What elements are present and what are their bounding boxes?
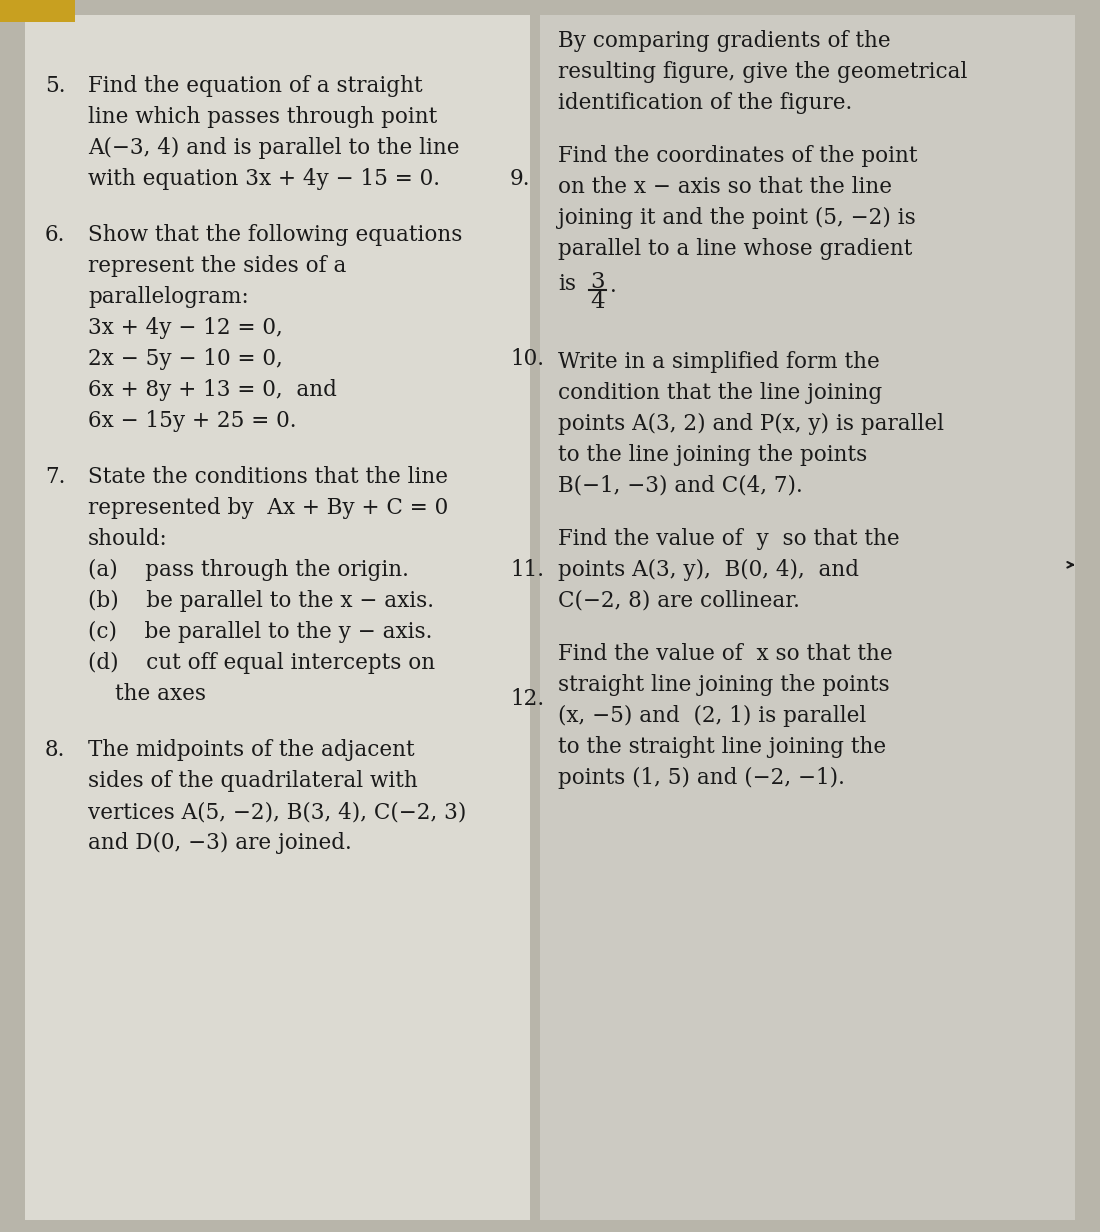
Text: 7.: 7. bbox=[45, 466, 65, 488]
Text: (a)    pass through the origin.: (a) pass through the origin. bbox=[88, 559, 409, 582]
Text: line which passes through point: line which passes through point bbox=[88, 106, 438, 128]
Text: 2x − 5y − 10 = 0,: 2x − 5y − 10 = 0, bbox=[88, 347, 283, 370]
Text: 6x + 8y + 13 = 0,  and: 6x + 8y + 13 = 0, and bbox=[88, 379, 337, 400]
Text: Find the equation of a straight: Find the equation of a straight bbox=[88, 75, 422, 97]
Text: 12.: 12. bbox=[510, 687, 544, 710]
Text: State the conditions that the line: State the conditions that the line bbox=[88, 466, 448, 488]
Text: points A(3, 2) and P(x, y) is parallel: points A(3, 2) and P(x, y) is parallel bbox=[558, 413, 944, 435]
Text: parallel to a line whose gradient: parallel to a line whose gradient bbox=[558, 238, 912, 260]
Text: on the x − axis so that the line: on the x − axis so that the line bbox=[558, 176, 892, 198]
Text: with equation 3x + 4y − 15 = 0.: with equation 3x + 4y − 15 = 0. bbox=[88, 168, 440, 190]
Text: Find the coordinates of the point: Find the coordinates of the point bbox=[558, 145, 917, 168]
Text: By comparing gradients of the: By comparing gradients of the bbox=[558, 30, 891, 52]
Polygon shape bbox=[0, 0, 75, 22]
Text: to the line joining the points: to the line joining the points bbox=[558, 444, 867, 466]
Text: 4: 4 bbox=[590, 291, 605, 313]
Text: represented by  Ax + By + C = 0: represented by Ax + By + C = 0 bbox=[88, 496, 449, 519]
Text: should:: should: bbox=[88, 529, 167, 549]
Text: the axes: the axes bbox=[116, 683, 206, 705]
Text: 5.: 5. bbox=[45, 75, 66, 97]
Text: (c)    be parallel to the y − axis.: (c) be parallel to the y − axis. bbox=[88, 621, 432, 643]
Text: sides of the quadrilateral with: sides of the quadrilateral with bbox=[88, 770, 418, 792]
Text: points A(3, y),  B(0, 4),  and: points A(3, y), B(0, 4), and bbox=[558, 559, 859, 582]
Text: 10.: 10. bbox=[510, 347, 544, 370]
Text: Show that the following equations: Show that the following equations bbox=[88, 224, 462, 246]
Polygon shape bbox=[540, 15, 1075, 1220]
Text: to the straight line joining the: to the straight line joining the bbox=[558, 736, 887, 758]
Text: 3x + 4y − 12 = 0,: 3x + 4y − 12 = 0, bbox=[88, 317, 283, 339]
Text: B(−1, −3) and C(4, 7).: B(−1, −3) and C(4, 7). bbox=[558, 474, 803, 496]
Text: (b)    be parallel to the x − axis.: (b) be parallel to the x − axis. bbox=[88, 590, 434, 612]
Text: 3: 3 bbox=[590, 271, 605, 293]
Text: .: . bbox=[610, 275, 617, 297]
Text: Write in a simplified form the: Write in a simplified form the bbox=[558, 351, 880, 373]
Text: points (1, 5) and (−2, −1).: points (1, 5) and (−2, −1). bbox=[558, 766, 845, 788]
Polygon shape bbox=[25, 15, 530, 1220]
Text: and D(0, −3) are joined.: and D(0, −3) are joined. bbox=[88, 832, 352, 854]
Text: C(−2, 8) are collinear.: C(−2, 8) are collinear. bbox=[558, 590, 800, 612]
Text: parallelogram:: parallelogram: bbox=[88, 286, 249, 308]
Text: joining it and the point (5, −2) is: joining it and the point (5, −2) is bbox=[558, 207, 915, 229]
Text: The midpoints of the adjacent: The midpoints of the adjacent bbox=[88, 739, 415, 761]
Text: (d)    cut off equal intercepts on: (d) cut off equal intercepts on bbox=[88, 652, 436, 674]
Text: 9.: 9. bbox=[510, 168, 530, 190]
Text: 11.: 11. bbox=[510, 559, 544, 582]
Text: straight line joining the points: straight line joining the points bbox=[558, 674, 890, 696]
Text: vertices A(5, −2), B(3, 4), C(−2, 3): vertices A(5, −2), B(3, 4), C(−2, 3) bbox=[88, 801, 466, 823]
Text: represent the sides of a: represent the sides of a bbox=[88, 255, 346, 277]
Text: A(−3, 4) and is parallel to the line: A(−3, 4) and is parallel to the line bbox=[88, 137, 460, 159]
Text: identification of the figure.: identification of the figure. bbox=[558, 92, 852, 115]
Text: resulting figure, give the geometrical: resulting figure, give the geometrical bbox=[558, 62, 967, 83]
Text: (x, −5) and  (2, 1) is parallel: (x, −5) and (2, 1) is parallel bbox=[558, 705, 867, 727]
Text: is: is bbox=[558, 274, 576, 294]
Text: Find the value of  x so that the: Find the value of x so that the bbox=[558, 643, 892, 665]
Text: condition that the line joining: condition that the line joining bbox=[558, 382, 882, 404]
Text: Find the value of  y  so that the: Find the value of y so that the bbox=[558, 527, 900, 549]
Text: 6x − 15y + 25 = 0.: 6x − 15y + 25 = 0. bbox=[88, 410, 297, 432]
Text: 8.: 8. bbox=[45, 739, 65, 761]
Text: 6.: 6. bbox=[45, 224, 65, 246]
